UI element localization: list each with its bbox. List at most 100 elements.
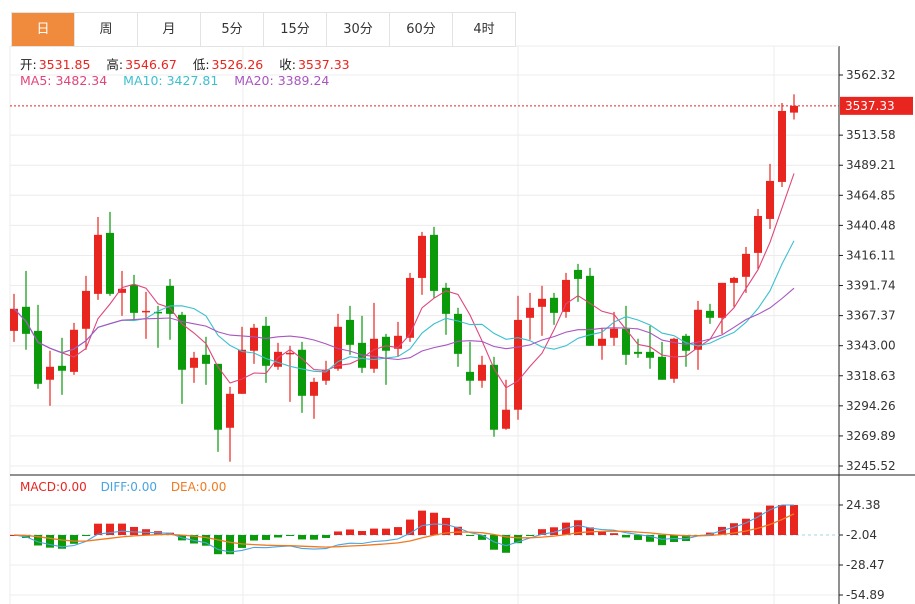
macd-bar xyxy=(790,505,798,535)
candle-body xyxy=(58,365,66,371)
candle-body xyxy=(454,313,462,354)
macd-bar xyxy=(406,519,414,535)
tab-2[interactable]: 月 xyxy=(138,13,201,46)
macd-bar xyxy=(766,505,774,535)
candle-body xyxy=(538,298,546,307)
candle-body xyxy=(418,235,426,278)
candle-body xyxy=(718,282,726,318)
macd-bar xyxy=(310,534,318,540)
macd-bar xyxy=(442,517,450,535)
diff-value: DIFF:0.00 xyxy=(100,480,157,494)
price-tick-label: 3269.89 xyxy=(846,429,896,443)
candle-body xyxy=(742,253,750,277)
ma10-value: MA10: 3427.81 xyxy=(123,73,219,88)
candle-body xyxy=(214,363,222,430)
macd-bar xyxy=(274,534,282,538)
candle-body xyxy=(274,351,282,367)
macd-bar xyxy=(514,534,522,544)
dea-line xyxy=(13,513,795,548)
macd-bar xyxy=(634,534,642,540)
price-tick-label: 3318.63 xyxy=(846,369,896,383)
low-label: 低: xyxy=(192,57,210,72)
period-tabs: 日周月 5分 15分 30分 60分 4时 xyxy=(11,12,516,47)
tab-0[interactable]: 日 xyxy=(12,13,75,46)
tab-1[interactable]: 周 xyxy=(75,13,138,46)
macd-bar xyxy=(322,534,330,538)
candle-body xyxy=(634,351,642,354)
candle-body xyxy=(778,110,786,182)
macd-bar xyxy=(118,523,126,535)
candle-body xyxy=(70,329,78,372)
candle-body xyxy=(370,338,378,369)
candle-body xyxy=(478,364,486,381)
open-value: 3531.85 xyxy=(38,57,91,72)
candle-body xyxy=(262,325,270,366)
macd-bar xyxy=(58,534,66,549)
price-tick-label: 3489.21 xyxy=(846,158,896,172)
candle-body xyxy=(694,309,702,350)
candle-body xyxy=(322,369,330,381)
macd-bar xyxy=(574,520,582,535)
macd-bar xyxy=(394,527,402,535)
macd-bar xyxy=(46,534,54,548)
macd-bar xyxy=(646,534,654,542)
candle-body xyxy=(442,287,450,314)
tab-7[interactable]: 4时 xyxy=(453,13,516,46)
macd-bar xyxy=(190,534,198,544)
candle-body xyxy=(46,366,54,380)
candle-body xyxy=(730,277,738,283)
macd-bar xyxy=(106,523,114,535)
last-price-label: 3537.33 xyxy=(845,99,895,113)
tab-4[interactable]: 15分 xyxy=(264,13,327,46)
macd-info: MACD:0.00 DIFF:0.00 DEA:0.00 xyxy=(20,480,226,494)
macd-bar xyxy=(742,518,750,535)
macd-bar xyxy=(598,531,606,535)
macd-bar xyxy=(418,510,426,535)
candle-body xyxy=(118,288,126,293)
candle-body xyxy=(598,338,606,346)
last-price-badge xyxy=(840,96,913,115)
price-tick-label: 3513.58 xyxy=(846,128,896,142)
macd-bar xyxy=(286,534,294,536)
candle-body xyxy=(562,279,570,312)
price-tick-label: 3343.00 xyxy=(846,339,896,353)
macd-bar xyxy=(682,534,690,542)
tab-5[interactable]: 30分 xyxy=(327,13,390,46)
macd-bar xyxy=(202,534,210,546)
macd-value: MACD:0.00 xyxy=(20,480,87,494)
price-tick-label: 3440.48 xyxy=(846,218,896,232)
macd-bar xyxy=(226,534,234,555)
close-value: 3537.33 xyxy=(297,57,350,72)
tab-6[interactable]: 60分 xyxy=(390,13,453,46)
candle-body xyxy=(142,310,150,313)
tab-3[interactable]: 5分 xyxy=(201,13,264,46)
candle-body xyxy=(190,357,198,368)
macd-tick-label: 24.38 xyxy=(846,498,880,512)
candle-body xyxy=(130,284,138,313)
macd-bar xyxy=(214,534,222,555)
candle-body xyxy=(34,330,42,384)
candle-body xyxy=(406,277,414,338)
dea-value: DEA:0.00 xyxy=(170,480,227,494)
candle-body xyxy=(790,105,798,113)
candle-body xyxy=(754,215,762,253)
macd-bar xyxy=(34,534,42,546)
candle-body xyxy=(502,409,510,429)
low-value: 3526.26 xyxy=(211,57,264,72)
macd-bar xyxy=(94,523,102,535)
macd-bar xyxy=(478,534,486,540)
candle-body xyxy=(226,393,234,428)
candle-body xyxy=(706,310,714,318)
ma20-line xyxy=(13,287,795,361)
ohlc-info: 开: 3531.85 高: 3546.67 低: 3526.26 收: 3537.33 xyxy=(20,54,362,73)
ma5-line xyxy=(13,173,795,389)
candle-body xyxy=(22,306,30,334)
candle-body xyxy=(166,285,174,314)
macd-bar xyxy=(334,531,342,535)
high-value: 3546.67 xyxy=(125,57,177,72)
macd-tick-label: -28.47 xyxy=(846,558,885,572)
candle-body xyxy=(154,311,162,314)
candle-body xyxy=(106,232,114,294)
candle-body xyxy=(514,319,522,410)
